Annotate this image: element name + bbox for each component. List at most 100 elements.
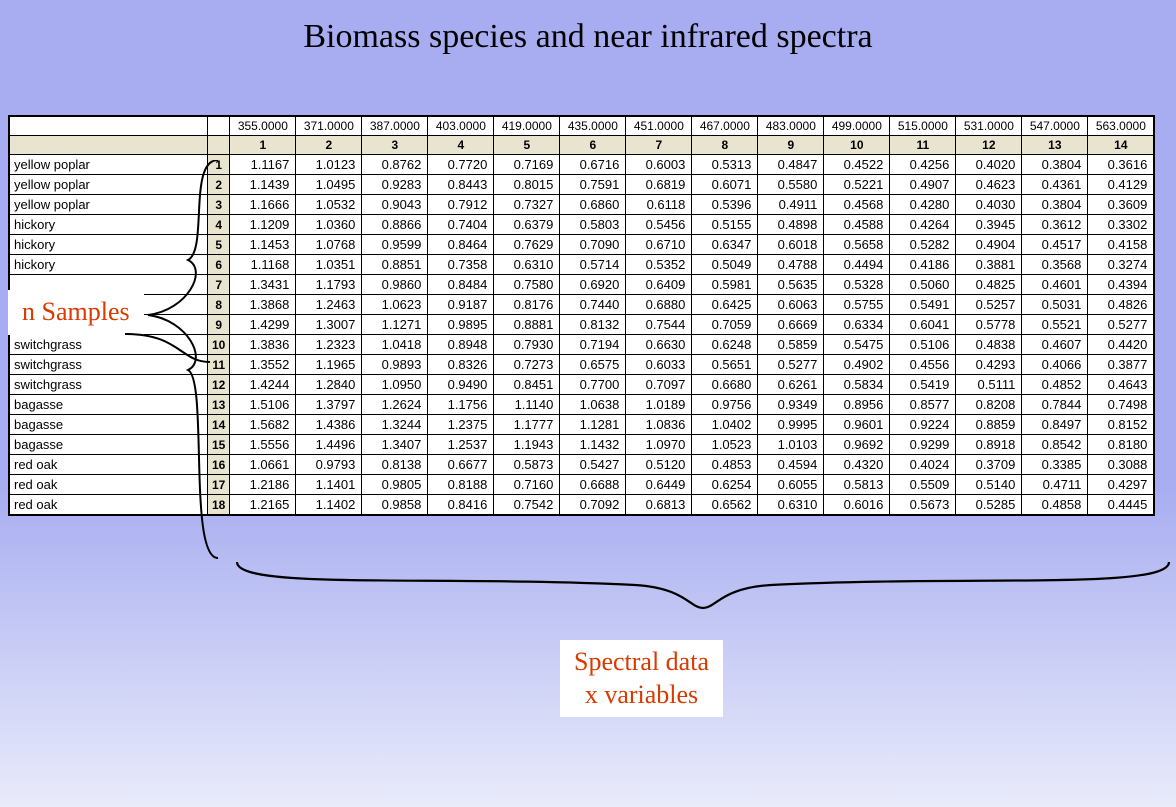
species-cell: switchgrass (10, 375, 208, 395)
wave-col: 499.0000 (824, 117, 890, 136)
value-cell: 1.2186 (230, 475, 296, 495)
species-cell: yellow poplar (10, 155, 208, 175)
value-cell: 1.3244 (362, 415, 428, 435)
value-cell: 0.3385 (1022, 455, 1088, 475)
value-cell: 0.6860 (560, 195, 626, 215)
value-cell: 0.6261 (758, 375, 824, 395)
value-cell: 0.4556 (890, 355, 956, 375)
value-cell: 0.9490 (428, 375, 494, 395)
table-row: red oak171.21861.14010.98050.81880.71600… (10, 475, 1154, 495)
spectral-label-line1: Spectral data (574, 647, 709, 676)
value-cell: 0.6041 (890, 315, 956, 335)
value-cell: 1.0623 (362, 295, 428, 315)
value-cell: 0.4522 (824, 155, 890, 175)
table-row: bagasse131.51061.37971.26241.17561.11401… (10, 395, 1154, 415)
table-row: red oak161.06610.97930.81380.66770.58730… (10, 455, 1154, 475)
value-cell: 0.7720 (428, 155, 494, 175)
value-cell: 0.8132 (560, 315, 626, 335)
value-cell: 0.7358 (428, 255, 494, 275)
row-index-cell: 15 (208, 435, 230, 455)
row-index-cell: 2 (208, 175, 230, 195)
value-cell: 0.4825 (956, 275, 1022, 295)
value-cell: 0.4858 (1022, 495, 1088, 515)
table-row: bagasse151.55561.44961.34071.25371.19431… (10, 435, 1154, 455)
value-cell: 0.6379 (494, 215, 560, 235)
value-cell: 0.8497 (1022, 415, 1088, 435)
wave-col: 531.0000 (956, 117, 1022, 136)
value-cell: 0.4601 (1022, 275, 1088, 295)
value-cell: 1.3007 (296, 315, 362, 335)
spectra-table: 355.0000 371.0000 387.0000 403.0000 419.… (9, 116, 1154, 515)
value-cell: 0.5981 (692, 275, 758, 295)
value-cell: 1.1281 (560, 415, 626, 435)
value-cell: 0.6055 (758, 475, 824, 495)
species-cell: red oak (10, 475, 208, 495)
species-cell: hickory (10, 235, 208, 255)
value-cell: 1.2840 (296, 375, 362, 395)
value-cell: 1.0351 (296, 255, 362, 275)
value-cell: 0.4066 (1022, 355, 1088, 375)
corner-cell (208, 117, 230, 136)
value-cell: 0.6575 (560, 355, 626, 375)
value-cell: 0.6310 (758, 495, 824, 515)
value-cell: 0.5106 (890, 335, 956, 355)
table-row: hickory51.14531.07680.95990.84640.76290.… (10, 235, 1154, 255)
value-cell: 0.3616 (1088, 155, 1154, 175)
species-cell: bagasse (10, 415, 208, 435)
value-cell: 0.8851 (362, 255, 428, 275)
value-cell: 0.4445 (1088, 495, 1154, 515)
value-cell: 0.4902 (824, 355, 890, 375)
value-cell: 1.1439 (230, 175, 296, 195)
col-idx: 10 (824, 136, 890, 155)
value-cell: 1.1167 (230, 155, 296, 175)
value-cell: 0.4568 (824, 195, 890, 215)
species-cell: bagasse (10, 395, 208, 415)
col-idx: 12 (956, 136, 1022, 155)
value-cell: 0.4293 (956, 355, 1022, 375)
value-cell: 1.1756 (428, 395, 494, 415)
table-row: corn stover91.42991.30071.12710.98950.88… (10, 315, 1154, 335)
value-cell: 1.1140 (494, 395, 560, 415)
value-cell: 0.7092 (560, 495, 626, 515)
value-cell: 0.7059 (692, 315, 758, 335)
value-cell: 0.5328 (824, 275, 890, 295)
value-cell: 0.9860 (362, 275, 428, 295)
value-cell: 0.4826 (1088, 295, 1154, 315)
value-cell: 1.3868 (230, 295, 296, 315)
value-cell: 0.4361 (1022, 175, 1088, 195)
value-cell: 1.5682 (230, 415, 296, 435)
value-cell: 1.1209 (230, 215, 296, 235)
value-cell: 0.5651 (692, 355, 758, 375)
value-cell: 0.5277 (1088, 315, 1154, 335)
value-cell: 0.9601 (824, 415, 890, 435)
col-idx: 2 (296, 136, 362, 155)
value-cell: 0.9793 (296, 455, 362, 475)
value-cell: 0.3088 (1088, 455, 1154, 475)
value-cell: 1.0418 (362, 335, 428, 355)
value-cell: 0.8176 (494, 295, 560, 315)
value-cell: 0.5873 (494, 455, 560, 475)
value-cell: 0.5491 (890, 295, 956, 315)
value-cell: 0.6248 (692, 335, 758, 355)
value-cell: 0.6449 (626, 475, 692, 495)
value-cell: 0.7440 (560, 295, 626, 315)
value-cell: 0.4264 (890, 215, 956, 235)
value-cell: 0.8918 (956, 435, 1022, 455)
value-cell: 0.9283 (362, 175, 428, 195)
value-cell: 0.6334 (824, 315, 890, 335)
row-index-cell: 7 (208, 275, 230, 295)
table-row: switchgrass121.42441.28401.09500.94900.8… (10, 375, 1154, 395)
species-cell: yellow poplar (10, 175, 208, 195)
value-cell: 1.0970 (626, 435, 692, 455)
species-cell: bagasse (10, 435, 208, 455)
value-cell: 0.5352 (626, 255, 692, 275)
species-cell: red oak (10, 495, 208, 515)
value-cell: 0.5419 (890, 375, 956, 395)
row-index-cell: 10 (208, 335, 230, 355)
col-idx: 6 (560, 136, 626, 155)
species-cell: switchgrass (10, 355, 208, 375)
value-cell: 0.6716 (560, 155, 626, 175)
value-cell: 0.4643 (1088, 375, 1154, 395)
wave-col: 467.0000 (692, 117, 758, 136)
value-cell: 1.1168 (230, 255, 296, 275)
